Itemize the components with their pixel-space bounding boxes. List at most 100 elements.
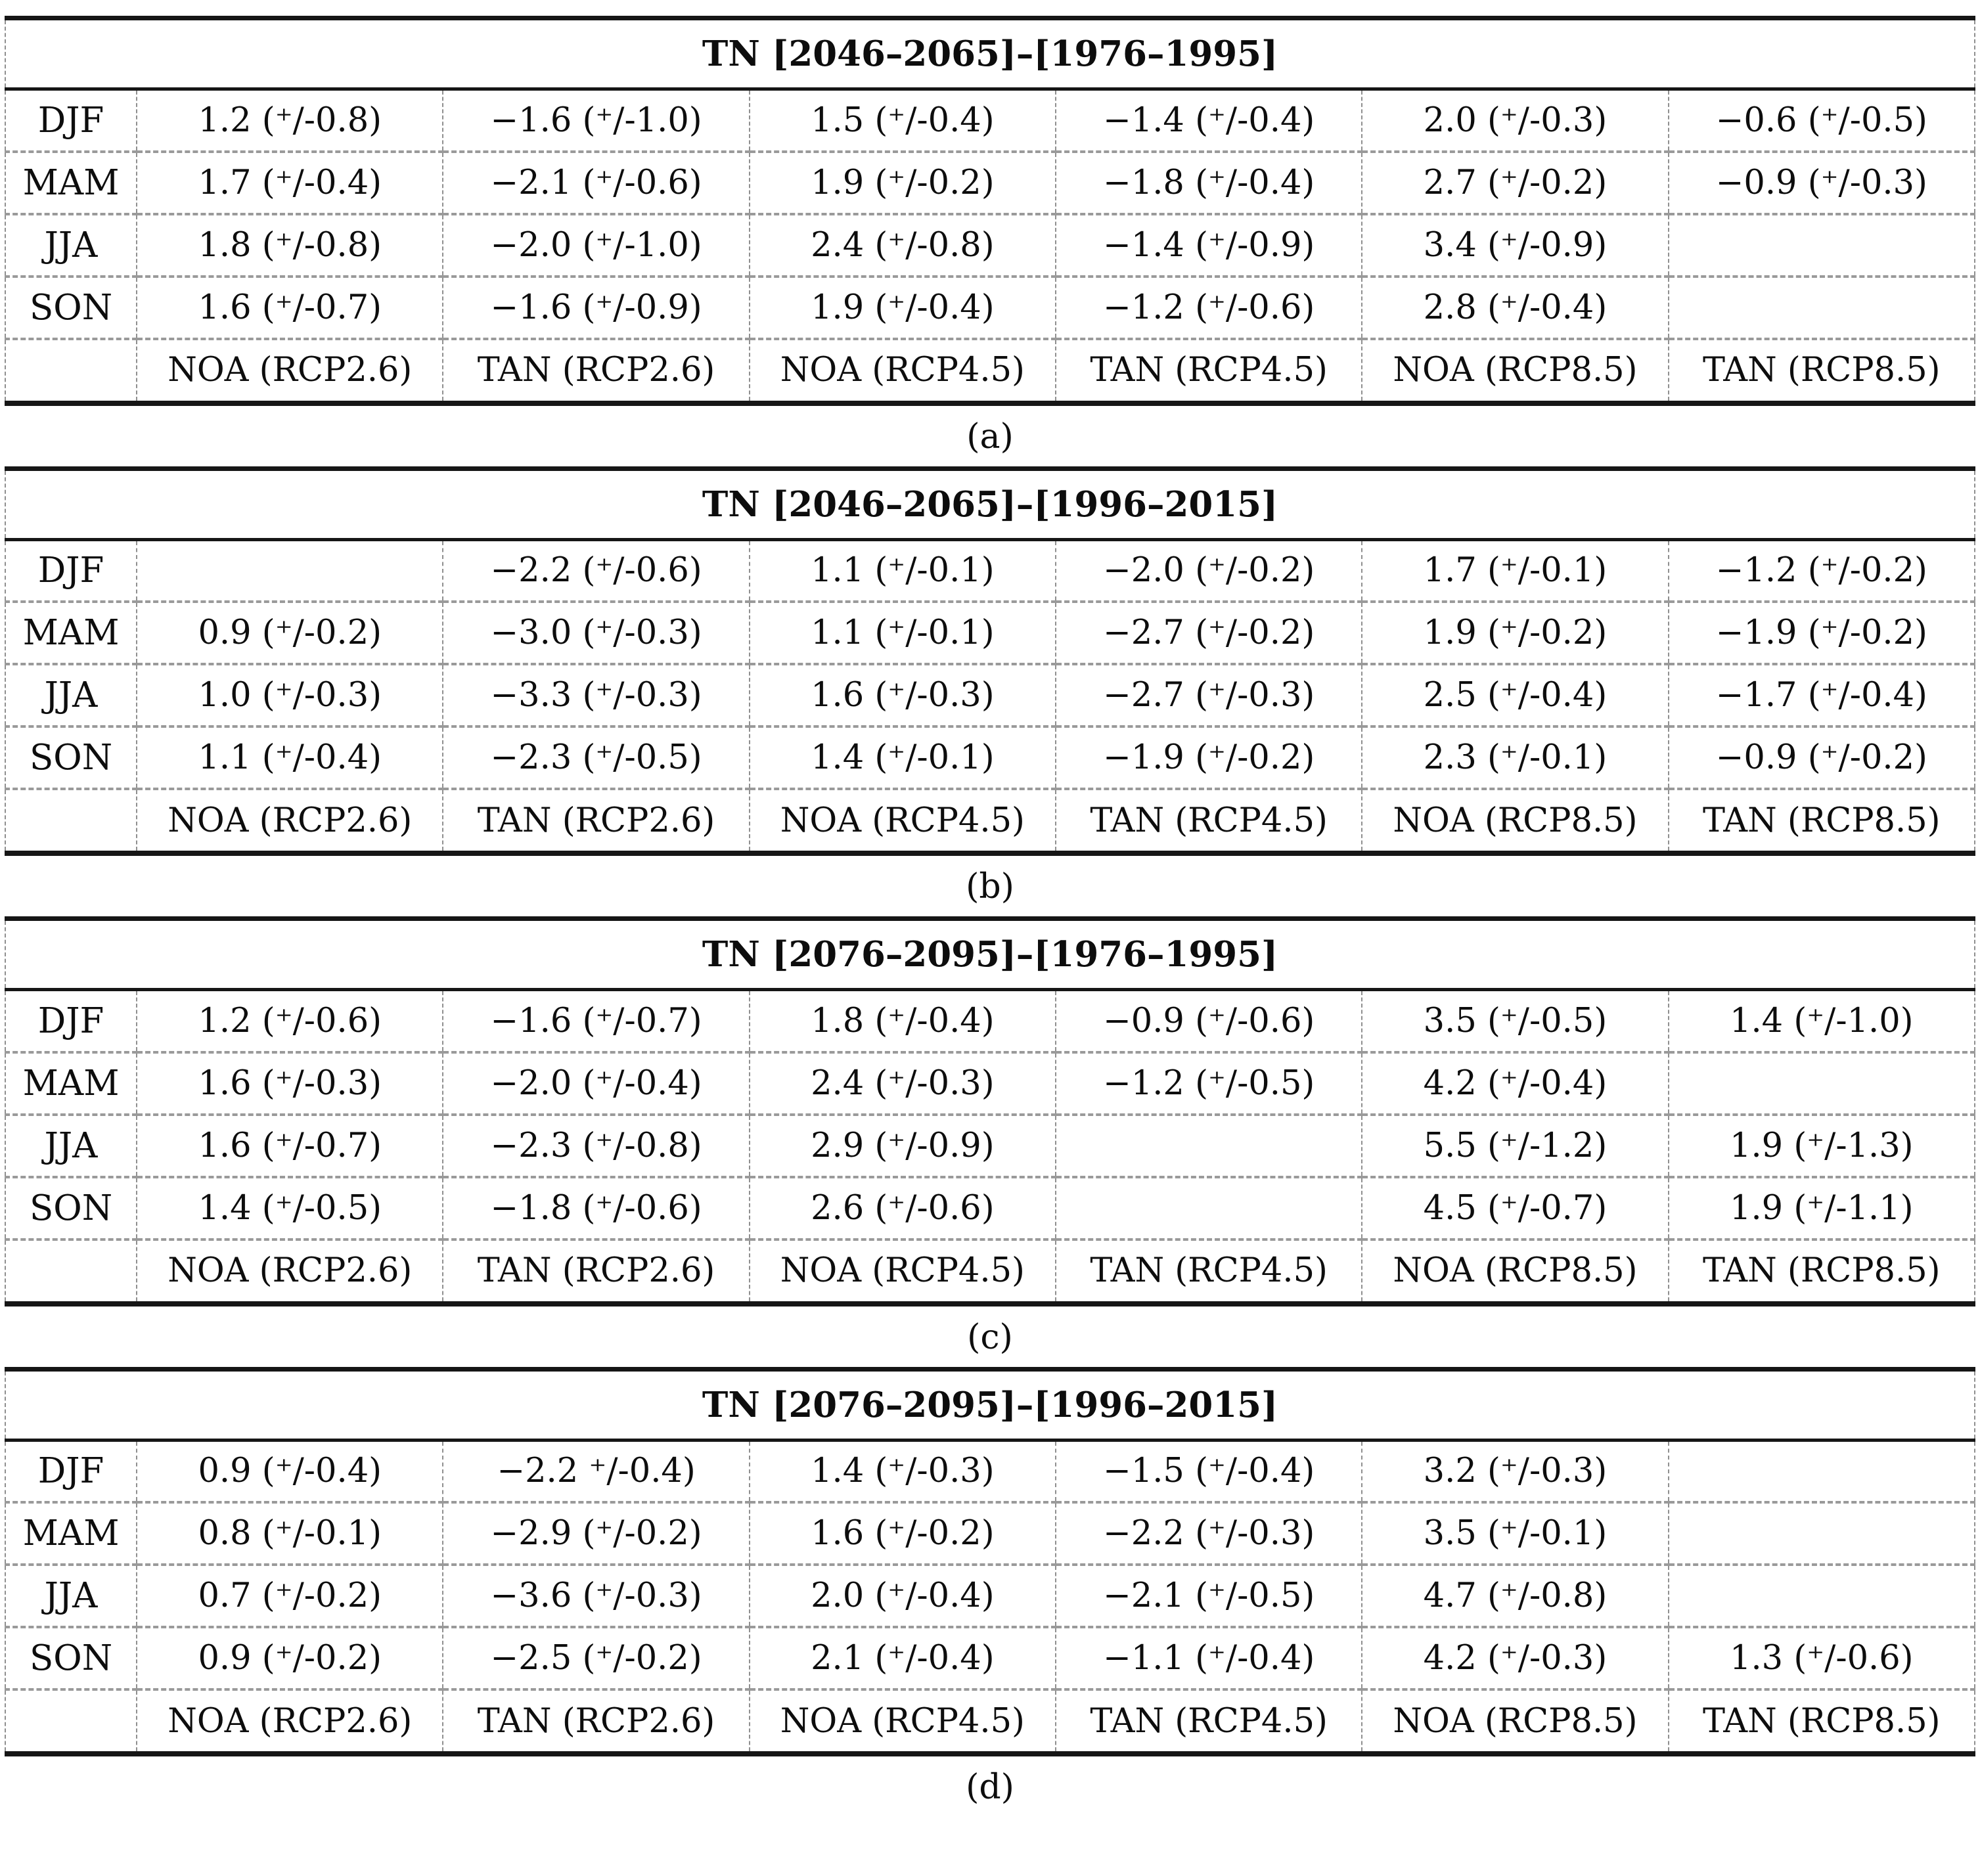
value-cell: −2.2 ⁺/-0.4) xyxy=(442,1439,750,1502)
column-header-cell: NOA (RCP8.5) xyxy=(1361,1688,1669,1756)
column-header-cell: NOA (RCP4.5) xyxy=(748,1688,1057,1756)
title-row: TN [2046–2065]–[1996–2015] xyxy=(5,466,1975,541)
column-header-cell: TAN (RCP8.5) xyxy=(1667,788,1976,856)
column-header-cell: TAN (RCP8.5) xyxy=(1667,1238,1976,1306)
value-cell: −2.0 (⁺/-0.4) xyxy=(442,1050,750,1115)
value-cell: 1.1 (⁺/-0.4) xyxy=(136,725,444,789)
season-row: SON 1.1 (⁺/-0.4) −2.3 (⁺/-0.5) 1.4 (⁺/-0.1)… xyxy=(4,725,1976,789)
value-cell: 1.6 (⁺/-0.3) xyxy=(748,663,1057,726)
value-cell: 1.0 (⁺/-0.3) xyxy=(136,663,444,726)
value-cell: 1.8 (⁺/-0.8) xyxy=(136,212,444,277)
value-cell: −0.6 (⁺/-0.5) xyxy=(1667,87,1976,152)
season-row: DJF 0.9 (⁺/-0.4) −2.2 ⁺/-0.4) 1.4 (⁺/-0.3) −… xyxy=(4,1439,1976,1502)
season-row: MAM 1.7 (⁺/-0.4) −2.1 (⁺/-0.6) 1.9 (⁺/-0.2)… xyxy=(4,150,1976,214)
value-cell: 1.9 (⁺/-0.2) xyxy=(1361,600,1669,664)
column-header-cell: TAN (RCP2.6) xyxy=(442,337,750,406)
value-cell: −0.9 (⁺/-0.3) xyxy=(1667,150,1976,214)
value-cell: −2.3 (⁺/-0.5) xyxy=(442,725,750,789)
panel-label-b: (b) xyxy=(966,867,1014,906)
value-cell xyxy=(1667,1050,1976,1115)
value-cell: 2.4 (⁺/-0.8) xyxy=(748,212,1057,277)
value-cell: 1.2 (⁺/-0.6) xyxy=(136,988,444,1052)
panel-label-c: (c) xyxy=(967,1317,1013,1357)
tn-anomaly-table-d: TN [2076–2095]–[1996–2015] DJF 0.9 (⁺/-0.… xyxy=(4,1366,1976,1756)
column-header-cell: TAN (RCP4.5) xyxy=(1055,1688,1363,1756)
column-header-cell: TAN (RCP4.5) xyxy=(1055,1238,1363,1306)
value-cell: 4.2 (⁺/-0.3) xyxy=(1361,1626,1669,1689)
column-header-cell: NOA (RCP2.6) xyxy=(136,337,444,406)
season-row: MAM 1.6 (⁺/-0.3) −2.0 (⁺/-0.4) 2.4 (⁺/-0.3)… xyxy=(4,1050,1976,1115)
value-cell: −1.8 (⁺/-0.6) xyxy=(442,1175,750,1240)
season-cell: DJF xyxy=(4,988,138,1052)
column-header-row: NOA (RCP2.6) TAN (RCP2.6) NOA (RCP4.5) TAN … xyxy=(4,337,1976,406)
value-cell xyxy=(1667,1501,1976,1565)
table-title: TN [2046–2065]–[1996–2015] xyxy=(5,466,1975,541)
value-cell: 1.4 (⁺/-0.1) xyxy=(748,725,1057,789)
value-cell: 1.3 (⁺/-0.6) xyxy=(1667,1626,1976,1689)
column-header-row: NOA (RCP2.6) TAN (RCP2.6) NOA (RCP4.5) TAN … xyxy=(4,1688,1976,1756)
value-cell: 1.9 (⁺/-0.4) xyxy=(748,275,1057,339)
season-cell: JJA xyxy=(4,212,138,277)
value-cell: 1.4 (⁺/-0.3) xyxy=(748,1439,1057,1502)
value-cell: −0.9 (⁺/-0.6) xyxy=(1055,988,1363,1052)
corner-cell xyxy=(4,1238,138,1306)
season-cell: SON xyxy=(4,725,138,789)
column-header-cell: NOA (RCP2.6) xyxy=(136,1238,444,1306)
value-cell: −1.2 (⁺/-0.6) xyxy=(1055,275,1363,339)
season-row: SON 1.4 (⁺/-0.5) −1.8 (⁺/-0.6) 2.6 (⁺/-0.6)… xyxy=(4,1175,1976,1240)
value-cell: 0.7 (⁺/-0.2) xyxy=(136,1563,444,1627)
value-cell: −2.1 (⁺/-0.5) xyxy=(1055,1563,1363,1627)
value-cell: 3.2 (⁺/-0.3) xyxy=(1361,1439,1669,1502)
value-cell: −1.4 (⁺/-0.4) xyxy=(1055,87,1363,152)
season-row: MAM 0.9 (⁺/-0.2) −3.0 (⁺/-0.3) 1.1 (⁺/-0.1)… xyxy=(4,600,1976,664)
value-cell: −0.9 (⁺/-0.2) xyxy=(1667,725,1976,789)
value-cell xyxy=(1667,212,1976,277)
value-cell: 3.5 (⁺/-0.1) xyxy=(1361,1501,1669,1565)
value-cell: 0.9 (⁺/-0.4) xyxy=(136,1439,444,1502)
value-cell: 1.6 (⁺/-0.7) xyxy=(136,275,444,339)
value-cell: 2.4 (⁺/-0.3) xyxy=(748,1050,1057,1115)
season-row: JJA 0.7 (⁺/-0.2) −3.6 (⁺/-0.3) 2.0 (⁺/-0.4)… xyxy=(4,1563,1976,1627)
table-panel-a: TN [2046–2065]–[1976–1995] DJF 1.2 (⁺/-0.… xyxy=(4,16,1976,460)
value-cell: 2.1 (⁺/-0.4) xyxy=(748,1626,1057,1689)
value-cell xyxy=(1667,1563,1976,1627)
column-header-cell: NOA (RCP2.6) xyxy=(136,1688,444,1756)
value-cell: 1.7 (⁺/-0.1) xyxy=(1361,538,1669,602)
value-cell: −1.2 (⁺/-0.5) xyxy=(1055,1050,1363,1115)
value-cell: 1.2 (⁺/-0.8) xyxy=(136,87,444,152)
value-cell: −1.6 (⁺/-1.0) xyxy=(442,87,750,152)
column-header-cell: NOA (RCP8.5) xyxy=(1361,337,1669,406)
value-cell: −2.0 (⁺/-0.2) xyxy=(1055,538,1363,602)
column-header-cell: TAN (RCP2.6) xyxy=(442,1688,750,1756)
value-cell: −1.6 (⁺/-0.9) xyxy=(442,275,750,339)
value-cell: −1.9 (⁺/-0.2) xyxy=(1667,600,1976,664)
value-cell: −2.3 (⁺/-0.8) xyxy=(442,1113,750,1177)
value-cell: 1.7 (⁺/-0.4) xyxy=(136,150,444,214)
tn-anomaly-table-b: TN [2046–2065]–[1996–2015] DJF −2.2 (⁺/-0… xyxy=(4,466,1976,856)
season-cell: MAM xyxy=(4,150,138,214)
value-cell: −1.4 (⁺/-0.9) xyxy=(1055,212,1363,277)
value-cell: 3.5 (⁺/-0.5) xyxy=(1361,988,1669,1052)
tn-anomaly-table-c: TN [2076–2095]–[1976–1995] DJF 1.2 (⁺/-0.… xyxy=(4,916,1976,1306)
column-header-cell: TAN (RCP8.5) xyxy=(1667,1688,1976,1756)
season-cell: MAM xyxy=(4,1050,138,1115)
panel-label-d: (d) xyxy=(966,1768,1014,1807)
value-cell: −3.6 (⁺/-0.3) xyxy=(442,1563,750,1627)
title-row: TN [2076–2095]–[1996–2015] xyxy=(5,1366,1975,1442)
value-cell: 4.5 (⁺/-0.7) xyxy=(1361,1175,1669,1240)
value-cell: 1.8 (⁺/-0.4) xyxy=(748,988,1057,1052)
season-cell: DJF xyxy=(4,1439,138,1502)
value-cell: −1.9 (⁺/-0.2) xyxy=(1055,725,1363,789)
value-cell: −2.2 (⁺/-0.3) xyxy=(1055,1501,1363,1565)
figure-page: TN [2046–2065]–[1976–1995] DJF 1.2 (⁺/-0.… xyxy=(4,16,1976,1807)
value-cell: 5.5 (⁺/-1.2) xyxy=(1361,1113,1669,1177)
season-row: DJF −2.2 (⁺/-0.6) 1.1 (⁺/-0.1) −2.0 (⁺/-0.2… xyxy=(4,538,1976,602)
table-title: TN [2076–2095]–[1976–1995] xyxy=(5,916,1975,991)
value-cell: 1.1 (⁺/-0.1) xyxy=(748,600,1057,664)
season-cell: JJA xyxy=(4,1563,138,1627)
table-panel-b: TN [2046–2065]–[1996–2015] DJF −2.2 (⁺/-0… xyxy=(4,466,1976,910)
title-row: TN [2046–2065]–[1976–1995] xyxy=(5,16,1975,91)
value-cell: 2.0 (⁺/-0.3) xyxy=(1361,87,1669,152)
column-header-cell: TAN (RCP8.5) xyxy=(1667,337,1976,406)
value-cell: 3.4 (⁺/-0.9) xyxy=(1361,212,1669,277)
